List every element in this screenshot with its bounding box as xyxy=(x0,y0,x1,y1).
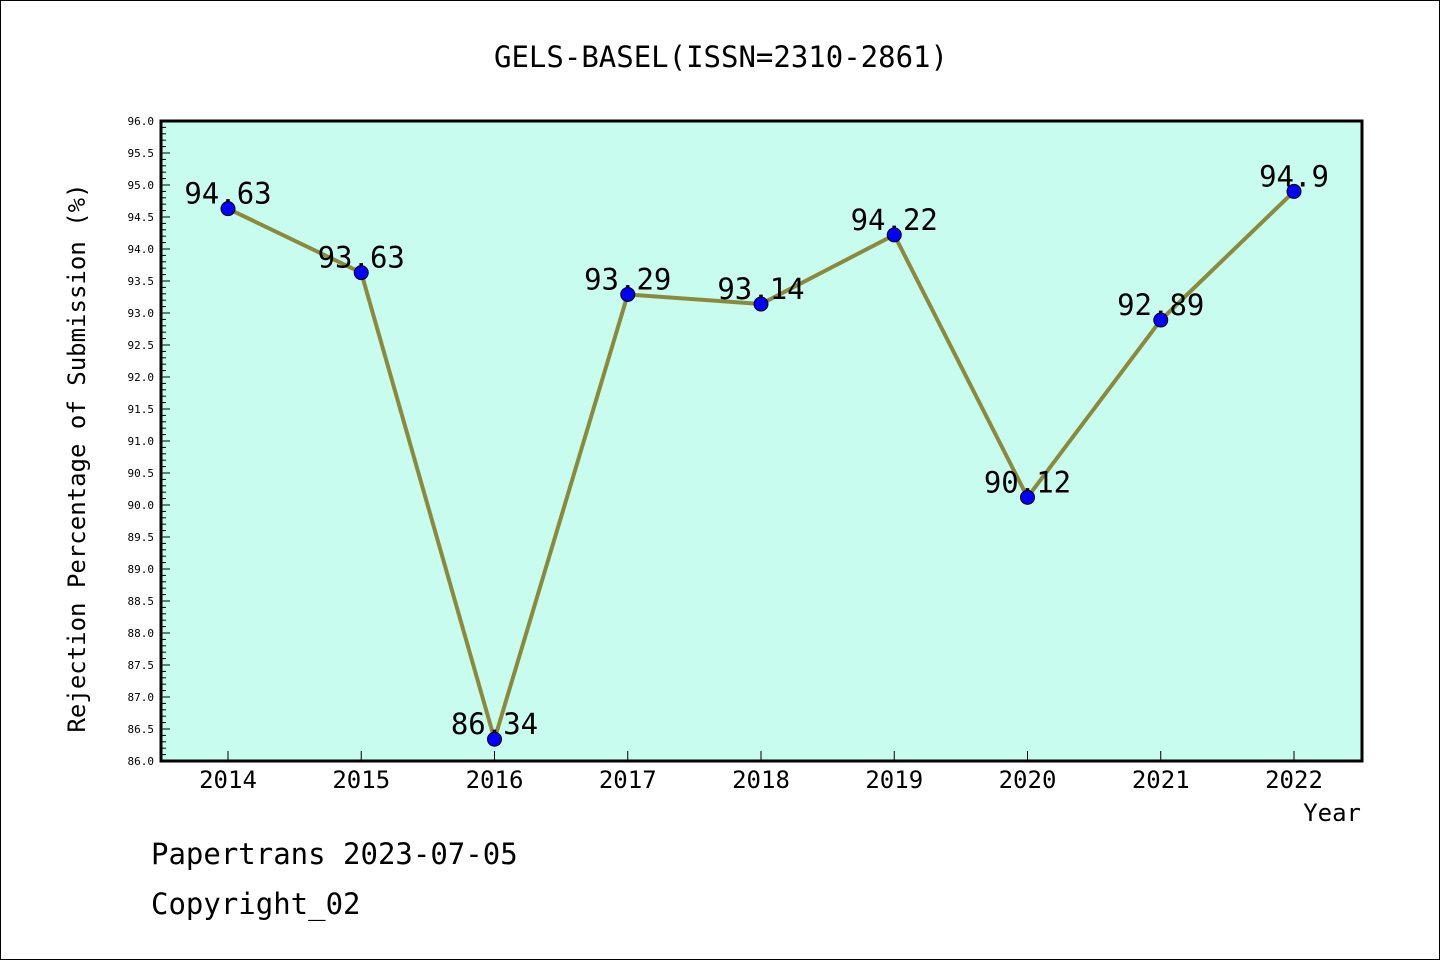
x-tick-label: 2019 xyxy=(865,766,923,794)
y-tick-label: 87.0 xyxy=(128,691,155,704)
footer-date-note: Papertrans 2023-07-05 xyxy=(151,837,518,871)
y-tick-label: 86.5 xyxy=(128,723,155,736)
data-point xyxy=(620,286,636,302)
x-tick-label: 2021 xyxy=(1132,766,1190,794)
y-tick-label: 95.5 xyxy=(128,147,155,160)
plot-area xyxy=(159,119,1364,763)
y-tick-label: 96.0 xyxy=(128,115,155,128)
y-tick-label: 90.5 xyxy=(128,467,155,480)
footer-copyright: Copyright_02 xyxy=(151,887,361,921)
y-tick-label: 95.0 xyxy=(128,179,155,192)
y-tick-label: 87.5 xyxy=(128,659,155,672)
x-axis-label: Year xyxy=(1303,799,1361,827)
y-tick-label: 93.5 xyxy=(128,275,155,288)
chart-title: GELS-BASEL(ISSN=2310-2861) xyxy=(494,40,948,74)
y-tick-label: 86.0 xyxy=(128,755,155,768)
y-tick-label: 89.0 xyxy=(128,563,155,576)
data-point xyxy=(220,201,236,217)
data-point xyxy=(1020,489,1035,505)
y-axis: 86.0 86.5 87.0 87.5 88.0 88.5 89.0 89.5 90.0 90.5… xyxy=(128,115,170,768)
x-tick-label: 2015 xyxy=(332,766,390,794)
data-point xyxy=(753,296,769,312)
data-point xyxy=(886,227,902,243)
x-tick-label: 2017 xyxy=(599,766,657,794)
y-tick-label: 91.0 xyxy=(128,435,155,448)
y-tick-label: 88.0 xyxy=(128,627,155,640)
y-tick-label: 92.0 xyxy=(128,371,155,384)
y-tick-label: 89.5 xyxy=(128,531,155,544)
data-point xyxy=(1153,312,1169,328)
data-point xyxy=(487,731,502,747)
x-tick-label: 2018 xyxy=(732,766,790,794)
y-tick-label: 94.0 xyxy=(128,243,155,256)
y-tick-label: 88.5 xyxy=(128,595,155,608)
x-tick-label: 2014 xyxy=(199,766,257,794)
y-tick-label: 90.0 xyxy=(128,499,155,512)
x-tick-label: 2022 xyxy=(1265,766,1323,794)
x-tick-label: 2016 xyxy=(466,766,524,794)
y-tick-label: 91.5 xyxy=(128,403,155,416)
data-point xyxy=(1286,183,1302,199)
y-axis-label: Rejection Percentage of Submission (%) xyxy=(63,183,91,732)
y-tick-label: 92.5 xyxy=(128,339,155,352)
y-tick-label: 94.5 xyxy=(128,211,155,224)
x-axis: 2014 2015 2016 2017 2018 2019 2020 2021 2022 xyxy=(199,751,1323,794)
data-point xyxy=(353,265,369,281)
y-tick-label: 93.0 xyxy=(128,307,155,320)
x-tick-label: 2020 xyxy=(999,766,1057,794)
